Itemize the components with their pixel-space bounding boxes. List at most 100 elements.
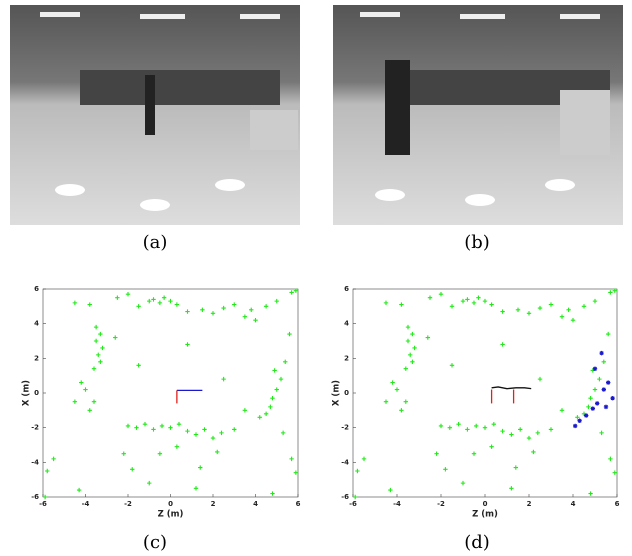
point bbox=[531, 449, 536, 455]
point bbox=[489, 444, 494, 449]
point bbox=[526, 311, 532, 316]
point bbox=[606, 331, 611, 337]
point bbox=[601, 387, 606, 392]
point bbox=[383, 399, 389, 404]
point bbox=[456, 422, 461, 427]
scatter-plot: -6 -4 -2 0 2 4 6 -6 -4 -2 0 2 4 6 Z (m) X (m) (d) bbox=[332, 285, 620, 553]
point bbox=[91, 366, 97, 371]
point bbox=[612, 470, 617, 475]
point bbox=[500, 428, 505, 434]
point bbox=[147, 480, 152, 486]
y-tick-label: -2 bbox=[341, 424, 349, 432]
x-tick-label: 6 bbox=[296, 500, 301, 508]
point bbox=[268, 404, 273, 410]
point bbox=[221, 376, 226, 382]
photo-a bbox=[10, 5, 300, 225]
point bbox=[202, 427, 207, 432]
point bbox=[280, 430, 286, 436]
point bbox=[221, 305, 226, 311]
point bbox=[482, 298, 488, 304]
point bbox=[471, 300, 477, 306]
point bbox=[548, 427, 554, 432]
point bbox=[410, 359, 415, 364]
point bbox=[412, 345, 417, 351]
point bbox=[518, 427, 523, 432]
point bbox=[289, 290, 294, 295]
point bbox=[513, 465, 518, 470]
point bbox=[168, 425, 173, 430]
point bbox=[87, 408, 92, 413]
point bbox=[537, 376, 543, 382]
point bbox=[210, 435, 216, 441]
point bbox=[257, 415, 262, 420]
point bbox=[272, 368, 277, 373]
point bbox=[278, 376, 284, 382]
point bbox=[72, 300, 78, 306]
point bbox=[599, 430, 604, 436]
plot-area bbox=[42, 288, 299, 498]
x-tick-label: -6 bbox=[349, 500, 357, 508]
x-axis-label: Z (m) bbox=[472, 510, 498, 520]
point bbox=[287, 331, 292, 337]
point bbox=[438, 292, 444, 297]
scatter-plot: -6 -4 -2 0 2 4 6 -6 -4 -2 0 2 4 6 Z (m) X (m) (c) bbox=[22, 285, 301, 553]
x-tick-label: 0 bbox=[168, 500, 173, 508]
point bbox=[147, 298, 152, 304]
point bbox=[45, 468, 50, 474]
point bbox=[289, 456, 294, 462]
point bbox=[443, 467, 448, 472]
point bbox=[592, 366, 598, 371]
point bbox=[570, 318, 576, 323]
point bbox=[410, 331, 415, 337]
point bbox=[388, 487, 393, 493]
caption: (d) bbox=[464, 532, 490, 553]
point bbox=[408, 352, 413, 358]
point bbox=[449, 304, 455, 309]
caption: (b) bbox=[464, 232, 490, 253]
point bbox=[198, 465, 203, 470]
point bbox=[232, 302, 237, 307]
y-axis-label: X (m) bbox=[332, 380, 342, 406]
y-tick-label: -4 bbox=[341, 458, 349, 466]
point bbox=[185, 342, 190, 347]
point bbox=[588, 396, 593, 401]
point bbox=[612, 288, 617, 293]
point bbox=[489, 302, 494, 307]
y-tick-label: 4 bbox=[344, 320, 349, 328]
point bbox=[465, 427, 470, 432]
point bbox=[274, 387, 279, 392]
point bbox=[405, 324, 411, 330]
point bbox=[559, 314, 565, 319]
y-tick-label: -6 bbox=[341, 493, 349, 501]
point bbox=[130, 467, 135, 472]
point bbox=[87, 302, 92, 307]
y-tick-label: -6 bbox=[31, 493, 39, 501]
x-tick-label: -4 bbox=[82, 500, 90, 508]
point bbox=[526, 435, 532, 441]
x-tick-label: -6 bbox=[39, 500, 47, 508]
point bbox=[427, 295, 433, 300]
point bbox=[215, 449, 220, 455]
x-axis-label: Z (m) bbox=[158, 510, 184, 520]
point bbox=[535, 430, 540, 436]
trajectory-line bbox=[491, 386, 532, 390]
point bbox=[210, 311, 216, 316]
point bbox=[283, 359, 288, 364]
point bbox=[174, 302, 180, 307]
point bbox=[242, 408, 248, 413]
point bbox=[476, 295, 481, 300]
point bbox=[93, 338, 99, 344]
point bbox=[355, 468, 360, 474]
point bbox=[610, 396, 615, 401]
point bbox=[72, 399, 78, 404]
point bbox=[42, 494, 48, 500]
x-tick-label: 0 bbox=[483, 500, 488, 508]
point bbox=[200, 307, 205, 312]
point bbox=[606, 380, 611, 385]
point bbox=[293, 470, 299, 475]
point bbox=[581, 304, 587, 309]
point bbox=[434, 451, 439, 456]
point bbox=[394, 387, 400, 392]
y-tick-label: -2 bbox=[31, 424, 39, 432]
